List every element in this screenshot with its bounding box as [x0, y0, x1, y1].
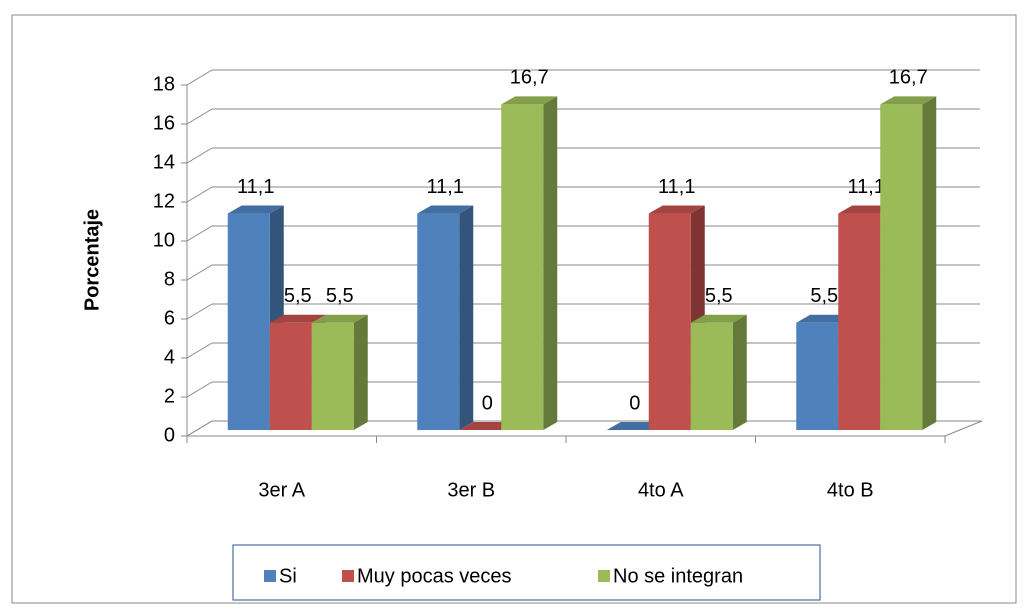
bar-side: [922, 96, 937, 430]
y-tick-label: 4: [164, 346, 175, 368]
data-label: 5,5: [705, 285, 733, 307]
grid-line-side: [186, 303, 213, 320]
y-tick-label: 8: [164, 268, 175, 290]
data-label: 11,1: [427, 176, 464, 198]
legend-swatch: [598, 570, 610, 582]
grid-line-side: [186, 186, 213, 203]
y-tick-label: 14: [153, 151, 175, 173]
grid-line-side: [186, 69, 213, 86]
data-label: 11,1: [658, 176, 695, 198]
bar: [501, 104, 544, 430]
data-label: 11,1: [848, 176, 885, 198]
data-label: 5,5: [810, 285, 838, 307]
bar: [311, 322, 354, 430]
grid-line-side: [186, 108, 213, 125]
data-label: 16,7: [889, 67, 928, 89]
back-wall: [212, 70, 978, 421]
bar: [838, 213, 881, 430]
data-label: 5,5: [284, 285, 312, 307]
grid-line-side: [186, 381, 213, 398]
data-label: 11,1: [237, 176, 274, 198]
data-label: 16,7: [510, 67, 549, 89]
grid-line-side: [186, 147, 213, 164]
grid-line-side: [186, 264, 213, 281]
bar-top: [311, 314, 368, 323]
bar: [269, 322, 312, 430]
y-tick-label: 12: [153, 190, 175, 212]
legend-label: Si: [279, 565, 297, 587]
bar-top: [880, 96, 937, 105]
bar-top: [690, 314, 747, 323]
bar-top: [417, 205, 474, 214]
y-axis-label: Porcentaje: [81, 209, 103, 311]
data-label: 0: [482, 392, 493, 414]
legend-swatch: [264, 570, 276, 582]
bar-side: [543, 96, 558, 430]
y-tick-label: 18: [153, 73, 175, 95]
y-tick-label: 16: [153, 112, 175, 134]
y-tick-label: 0: [164, 424, 175, 446]
bar: [417, 213, 460, 430]
bar-top: [269, 314, 326, 323]
x-tick-label: 3er A: [258, 479, 305, 501]
bar: [880, 104, 923, 430]
legend-label: Muy pocas veces: [357, 565, 512, 587]
grid-line-side: [186, 420, 213, 437]
bar-side: [353, 314, 368, 430]
legend-box: [232, 544, 821, 601]
bar-top: [648, 205, 705, 214]
grid-line-side: [186, 225, 213, 242]
y-tick-label: 2: [164, 385, 175, 407]
legend-label: No se integran: [613, 565, 743, 587]
y-tick-label: 6: [164, 307, 175, 329]
x-tick-label: 3er B: [447, 479, 495, 501]
bar: [227, 213, 270, 430]
bar-side: [459, 205, 474, 430]
data-label: 0: [629, 392, 640, 414]
bar-side: [732, 314, 747, 430]
grid-line-side: [186, 342, 213, 359]
legend-swatch: [342, 570, 354, 582]
bar-top: [227, 205, 284, 214]
bar: [648, 213, 691, 430]
x-tick-label: 4to B: [827, 479, 874, 501]
data-label: 5,5: [326, 285, 354, 307]
bar: [796, 322, 839, 430]
y-tick-label: 10: [153, 229, 175, 251]
x-tick-label: 4to A: [638, 479, 684, 501]
bar-top: [501, 96, 558, 105]
bar: [690, 322, 733, 430]
